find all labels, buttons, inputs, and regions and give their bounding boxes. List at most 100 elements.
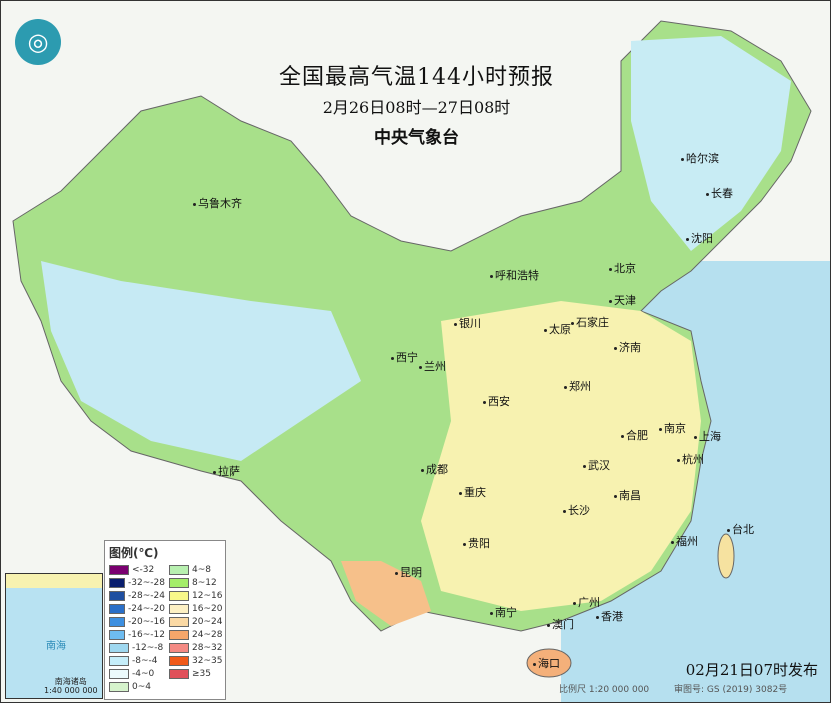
legend-label: 16~20 xyxy=(192,603,223,614)
city-label: 银川 xyxy=(454,315,481,331)
publish-time: 02月21日07时发布 xyxy=(685,661,818,679)
legend-swatch xyxy=(169,577,189,588)
legend-item: -28~-24 xyxy=(105,589,165,602)
city-label: 济南 xyxy=(614,339,641,355)
legend-item: 24~28 xyxy=(165,628,225,641)
city-label: 重庆 xyxy=(459,484,486,500)
city-label: 兰州 xyxy=(419,358,446,374)
legend-swatch xyxy=(169,668,189,679)
legend-label: 4~8 xyxy=(192,564,211,575)
city-label: 广州 xyxy=(573,594,600,610)
city-label: 天津 xyxy=(609,292,636,308)
city-label: 长春 xyxy=(706,185,733,201)
legend-item: -12~-8 xyxy=(105,641,165,654)
legend-label: -28~-24 xyxy=(128,590,165,601)
legend-item: 20~24 xyxy=(165,615,225,628)
map-approval-number: 审图号: GS (2019) 3082号 xyxy=(674,685,788,695)
legend-swatch xyxy=(109,616,126,627)
legend-label: 8~12 xyxy=(192,577,217,588)
city-label: 澳门 xyxy=(547,616,574,632)
inset-mainland xyxy=(6,574,102,588)
legend-label: 0~4 xyxy=(132,681,151,692)
legend-label: ≥35 xyxy=(192,668,211,679)
legend: 图例(℃) <-32 -32~-28 -28~-24 -24~-20 -20~-16 -1… xyxy=(104,540,226,700)
legend-item: <-32 xyxy=(105,563,165,576)
legend-label: -24~-20 xyxy=(128,603,165,614)
city-label: 昆明 xyxy=(395,564,422,580)
city-label: 呼和浩特 xyxy=(490,267,539,283)
legend-label: -12~-8 xyxy=(132,642,164,653)
tibet-plateau-cold-region xyxy=(41,261,361,461)
city-label: 杭州 xyxy=(677,451,704,467)
legend-label: -4~0 xyxy=(132,668,155,679)
issuer: 中央气象台 xyxy=(374,128,459,148)
legend-swatch xyxy=(169,616,189,627)
city-label: 西宁 xyxy=(391,349,418,365)
legend-swatch xyxy=(169,603,189,614)
city-label: 合肥 xyxy=(621,427,648,443)
legend-item: 8~12 xyxy=(165,576,225,589)
inset-label: 南海诸岛 xyxy=(54,677,87,686)
legend-item: -8~-4 xyxy=(105,654,165,667)
legend-item: -20~-16 xyxy=(105,615,165,628)
legend-label: 28~32 xyxy=(192,642,223,653)
south-china-sea-inset: 南海 南海诸岛 1:40 000 000 xyxy=(5,573,103,699)
legend-swatch xyxy=(169,655,189,666)
legend-item: 32~35 xyxy=(165,654,225,667)
legend-swatch xyxy=(109,681,129,692)
city-label: 福州 xyxy=(671,533,698,549)
legend-label: -16~-12 xyxy=(128,629,165,640)
legend-swatch xyxy=(169,590,189,601)
city-label: 哈尔滨 xyxy=(681,150,719,166)
legend-label: -32~-28 xyxy=(128,577,165,588)
city-label: 上海 xyxy=(694,428,721,444)
city-label: 成都 xyxy=(421,461,448,477)
legend-swatch xyxy=(169,564,189,575)
city-label: 太原 xyxy=(544,321,571,337)
legend-swatch xyxy=(109,668,129,679)
legend-swatch xyxy=(109,655,129,666)
legend-item: 28~32 xyxy=(165,641,225,654)
northeast-cold-region xyxy=(631,36,791,251)
legend-item: 12~16 xyxy=(165,589,225,602)
legend-item: -16~-12 xyxy=(105,628,165,641)
warm-southeast-region xyxy=(421,301,701,611)
city-label: 香港 xyxy=(596,608,623,624)
forecast-period: 2月26日08时—27日08时 xyxy=(322,98,511,117)
legend-swatch xyxy=(109,642,129,653)
city-label: 西安 xyxy=(483,393,510,409)
legend-item: 16~20 xyxy=(165,602,225,615)
map-scale: 比例尺 1:20 000 000 xyxy=(559,685,650,695)
city-label: 沈阳 xyxy=(686,230,713,246)
legend-title: 图例(℃) xyxy=(109,546,159,560)
city-label: 郑州 xyxy=(564,378,591,394)
city-label: 海口 xyxy=(533,655,560,671)
legend-label: -20~-16 xyxy=(128,616,165,627)
city-label: 乌鲁木齐 xyxy=(193,195,242,211)
legend-item: -32~-28 xyxy=(105,576,165,589)
city-label: 武汉 xyxy=(583,457,610,473)
legend-item: 4~8 xyxy=(165,563,225,576)
legend-item: -4~0 xyxy=(105,667,165,680)
legend-label: 24~28 xyxy=(192,629,223,640)
city-label: 南宁 xyxy=(490,604,517,620)
legend-label: 32~35 xyxy=(192,655,223,666)
city-label: 南昌 xyxy=(614,487,641,503)
city-label: 北京 xyxy=(609,260,636,276)
legend-swatch xyxy=(109,590,126,601)
legend-swatch xyxy=(109,577,126,588)
city-label: 长沙 xyxy=(563,502,590,518)
taiwan-island xyxy=(717,533,735,579)
city-label: 南京 xyxy=(659,420,686,436)
inset-scale-value: 1:40 000 000 xyxy=(44,686,98,695)
map-title: 全国最高气温144小时预报 xyxy=(279,65,554,90)
legend-swatch xyxy=(169,629,189,640)
legend-swatch xyxy=(109,564,129,575)
city-label: 拉萨 xyxy=(213,463,240,479)
inset-scale: 南海诸岛 1:40 000 000 xyxy=(44,677,98,695)
legend-item: -24~-20 xyxy=(105,602,165,615)
legend-swatch xyxy=(109,629,126,640)
city-label: 贵阳 xyxy=(463,535,490,551)
